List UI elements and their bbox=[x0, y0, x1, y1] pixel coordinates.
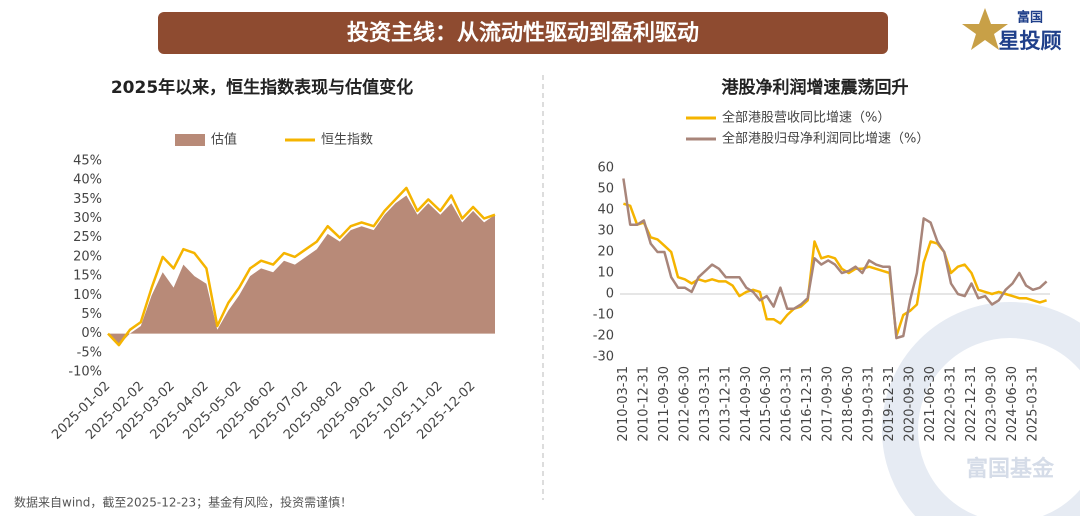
line bbox=[107, 186, 496, 347]
legend-swatch bbox=[175, 134, 205, 146]
x-tick-label: 2013-12-31 bbox=[718, 366, 733, 442]
y-tick-label: 5% bbox=[81, 307, 102, 322]
header-title: 投资主线：从流动性驱动到盈利驱动 bbox=[347, 20, 699, 46]
x-tick-label: 2019-12-31 bbox=[882, 366, 897, 442]
y-tick-label: 40 bbox=[597, 203, 614, 218]
x-tick-label: 2024-06-30 bbox=[1005, 366, 1020, 442]
y-tick-label: 10 bbox=[597, 266, 614, 281]
legend-label: 全部港股营收同比增速（%） bbox=[722, 110, 890, 126]
x-tick-label: 2010-12-31 bbox=[636, 366, 651, 442]
chart-title: 2025年以来，恒生指数表现与估值变化 bbox=[111, 77, 413, 98]
x-tick-label: 2016-12-31 bbox=[800, 366, 815, 442]
logo-star bbox=[962, 8, 1008, 50]
y-tick-label: -10% bbox=[68, 365, 102, 380]
logo-main: 星投顾 bbox=[999, 29, 1062, 53]
y-tick-label: 20% bbox=[73, 249, 102, 264]
y-tick-label: -10 bbox=[593, 308, 614, 323]
x-tick-label: 2019-03-31 bbox=[862, 366, 877, 442]
x-tick-label: 2023-09-30 bbox=[984, 366, 999, 442]
y-tick-label: 45% bbox=[73, 154, 102, 169]
watermark-ring bbox=[882, 302, 1080, 516]
x-tick-label: 2014-09-30 bbox=[739, 366, 754, 442]
y-tick-label: 0% bbox=[81, 326, 102, 341]
x-tick-label: 2011-09-30 bbox=[657, 366, 672, 442]
x-tick-label: 2020-09-30 bbox=[903, 366, 918, 442]
chart-title: 港股净利润增速震荡回升 bbox=[722, 77, 909, 98]
logo-top: 富国 bbox=[1017, 10, 1043, 26]
y-tick-label: 0 bbox=[606, 287, 614, 302]
y-tick-label: 35% bbox=[73, 192, 102, 207]
x-tick-label: 2017-09-30 bbox=[821, 366, 836, 442]
y-tick-label: -5% bbox=[77, 345, 102, 360]
area bbox=[108, 195, 495, 346]
y-tick-label: 20 bbox=[597, 245, 614, 260]
y-tick-label: 15% bbox=[73, 269, 102, 284]
y-tick-label: 30 bbox=[597, 224, 614, 239]
x-tick-label: 2013-03-31 bbox=[698, 366, 713, 442]
y-tick-label: 60 bbox=[597, 161, 614, 176]
y-tick-label: 40% bbox=[73, 173, 102, 188]
header-banner bbox=[158, 12, 888, 54]
y-tick-label: 25% bbox=[73, 230, 102, 245]
legend-label: 估值 bbox=[211, 132, 237, 148]
line bbox=[623, 202, 1047, 338]
x-tick-label: 2018-06-30 bbox=[841, 366, 856, 442]
y-tick-label: 50 bbox=[597, 182, 614, 197]
x-tick-label: 2022-12-31 bbox=[964, 366, 979, 442]
footer: 数据来自wind，截至2025-12-23；基金有风险，投资需谨慎！ bbox=[14, 495, 352, 510]
watermark: 富国基金 bbox=[966, 456, 1055, 482]
x-tick-label: 2021-06-30 bbox=[923, 366, 938, 442]
x-tick-label: 2022-03-31 bbox=[944, 366, 959, 442]
legend-label: 恒生指数 bbox=[321, 133, 373, 148]
y-tick-label: 30% bbox=[73, 211, 102, 226]
y-tick-label: -20 bbox=[593, 329, 614, 344]
x-tick-label: 2010-03-31 bbox=[616, 366, 631, 442]
x-tick-label: 2015-06-30 bbox=[759, 366, 774, 442]
y-tick-label: 10% bbox=[73, 288, 102, 303]
x-tick-label: 2016-03-31 bbox=[780, 366, 795, 442]
x-tick-label: 2012-06-30 bbox=[677, 366, 692, 442]
line bbox=[622, 178, 1048, 340]
y-tick-label: -30 bbox=[593, 350, 614, 365]
legend-label: 全部港股归母净利润同比增速（%） bbox=[722, 131, 929, 147]
x-tick-label: 2025-03-31 bbox=[1025, 366, 1040, 442]
